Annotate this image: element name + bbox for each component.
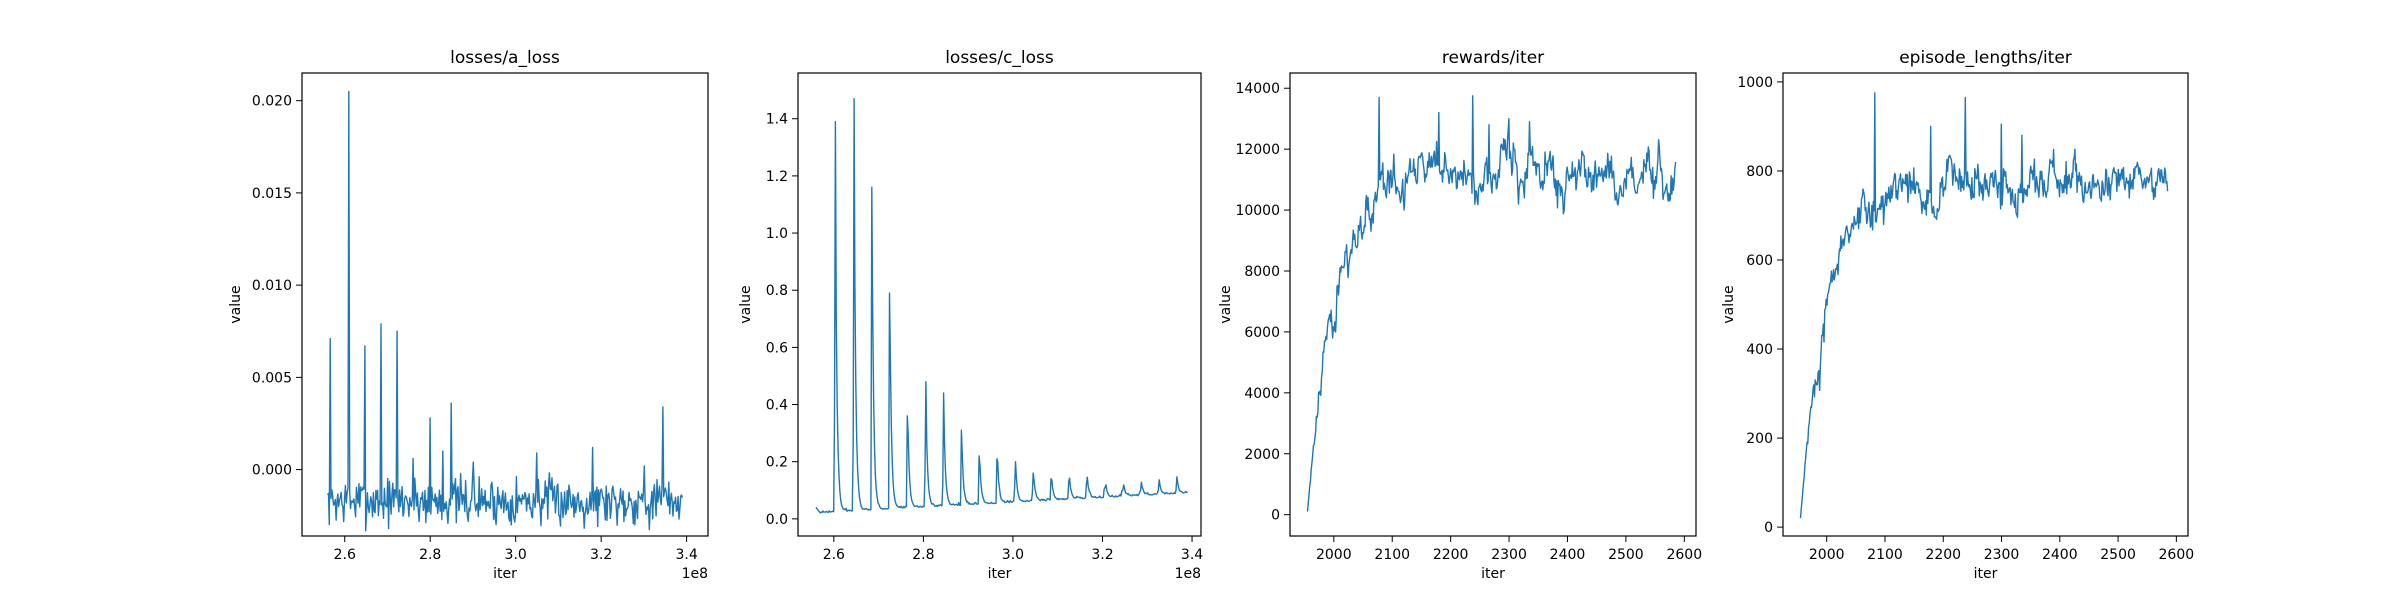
y-tick-label: 0.000 xyxy=(252,463,292,479)
y-tick-label: 6000 xyxy=(1244,325,1280,341)
chart-title: losses/c_loss xyxy=(945,48,1054,68)
chart-panel-3: 2000 2100 2200 2300 2400 2500 2600 0 2000 4000 600… xyxy=(1218,48,1702,582)
y-tick-label: 1.0 xyxy=(766,226,788,242)
chart-panel-1: 2.6 2.8 3.0 3.2 3.4 0.000 0.005 0.010 0.015 0.020… xyxy=(228,48,709,582)
chart-title: episode_lengths/iter xyxy=(1899,48,2072,68)
x-tick-label: 2400 xyxy=(2042,547,2078,563)
x-axis-label: iter xyxy=(1974,566,1998,582)
series-line-1 xyxy=(815,98,1189,514)
x-axis-label: iter xyxy=(988,566,1012,582)
x-tick-label: 2400 xyxy=(1550,547,1586,563)
x-tick-label: 3.0 xyxy=(505,547,527,563)
y-tick-label: 14000 xyxy=(1235,81,1280,97)
x-tick-label: 2100 xyxy=(1374,547,1410,563)
x-tick-label: 2200 xyxy=(1433,547,1469,563)
y-axis-label: value xyxy=(738,285,754,323)
y-tick-label: 4000 xyxy=(1244,386,1280,402)
x-axis-label: iter xyxy=(1481,566,1505,582)
x-tick-label: 2300 xyxy=(1491,547,1527,563)
y-tick-label: 8000 xyxy=(1244,264,1280,280)
y-tick-label: 0.0 xyxy=(766,512,788,528)
axes-frame xyxy=(301,72,709,537)
y-tick-label: 0.010 xyxy=(252,278,292,294)
x-tick-label: 3.4 xyxy=(1181,547,1203,563)
series-line-1 xyxy=(1306,95,1677,512)
x-tick-label: 2.6 xyxy=(334,547,356,563)
y-tick-label: 2000 xyxy=(1244,447,1280,463)
x-tick-label: 2600 xyxy=(1666,547,1702,563)
chart-panel-2: 2.6 2.8 3.0 3.2 3.4 0.0 0.2 0.4 0.6 0.8 1.0 1.2 1.4 l… xyxy=(738,48,1203,582)
x-tick-label: 3.2 xyxy=(1091,547,1113,563)
y-tick-label: 1000 xyxy=(1737,75,1773,91)
y-tick-label: 0 xyxy=(1764,520,1773,536)
x-tick-label: 3.0 xyxy=(1002,547,1024,563)
y-tick-label: 800 xyxy=(1746,164,1773,180)
y-tick-label: 0.005 xyxy=(252,370,292,386)
y-tick-label: 1.2 xyxy=(766,169,788,185)
chart-panel-4: 2000 2100 2200 2300 2400 2500 2600 0 200 400 600 80… xyxy=(1721,48,2194,582)
chart-title: rewards/iter xyxy=(1442,48,1544,68)
y-axis-label: value xyxy=(1218,285,1234,323)
axes-frame xyxy=(1289,72,1697,537)
y-tick-label: 0.2 xyxy=(766,455,788,471)
y-tick-label: 0.6 xyxy=(766,340,788,356)
y-tick-label: 400 xyxy=(1746,342,1773,358)
x-axis-offset-label: 1e8 xyxy=(1175,566,1201,582)
x-tick-label: 2600 xyxy=(2159,547,2195,563)
x-tick-label: 2.6 xyxy=(823,547,845,563)
x-tick-label: 2300 xyxy=(1984,547,2020,563)
y-tick-label: 10000 xyxy=(1235,203,1280,219)
axes-frame xyxy=(1782,72,2189,537)
y-axis-label: value xyxy=(228,285,244,323)
y-tick-label: 0.4 xyxy=(766,398,788,414)
chart-title: losses/a_loss xyxy=(450,48,560,68)
x-tick-label: 2500 xyxy=(2100,547,2136,563)
x-tick-label: 2500 xyxy=(1608,547,1644,563)
x-tick-label: 2200 xyxy=(1925,547,1961,563)
x-tick-label: 2.8 xyxy=(419,547,441,563)
y-tick-label: 12000 xyxy=(1235,142,1280,158)
y-tick-label: 0.020 xyxy=(252,94,292,110)
x-tick-label: 3.4 xyxy=(675,547,697,563)
series-line-1 xyxy=(1799,92,2169,519)
x-axis-offset-label: 1e8 xyxy=(682,566,708,582)
y-tick-label: 0 xyxy=(1271,508,1280,524)
y-tick-label: 0.015 xyxy=(252,186,292,202)
x-axis-label: iter xyxy=(493,566,517,582)
series-line-1 xyxy=(326,90,684,532)
axes-frame xyxy=(797,72,1202,537)
y-tick-label: 200 xyxy=(1746,431,1773,447)
x-tick-label: 2100 xyxy=(1867,547,1903,563)
x-tick-label: 2.8 xyxy=(912,547,934,563)
y-tick-label: 1.4 xyxy=(766,112,788,128)
x-tick-label: 2000 xyxy=(1316,547,1352,563)
x-tick-label: 2000 xyxy=(1809,547,1845,563)
x-tick-label: 3.2 xyxy=(590,547,612,563)
y-tick-label: 600 xyxy=(1746,253,1773,269)
y-axis-label: value xyxy=(1721,285,1737,323)
y-tick-label: 0.8 xyxy=(766,283,788,299)
